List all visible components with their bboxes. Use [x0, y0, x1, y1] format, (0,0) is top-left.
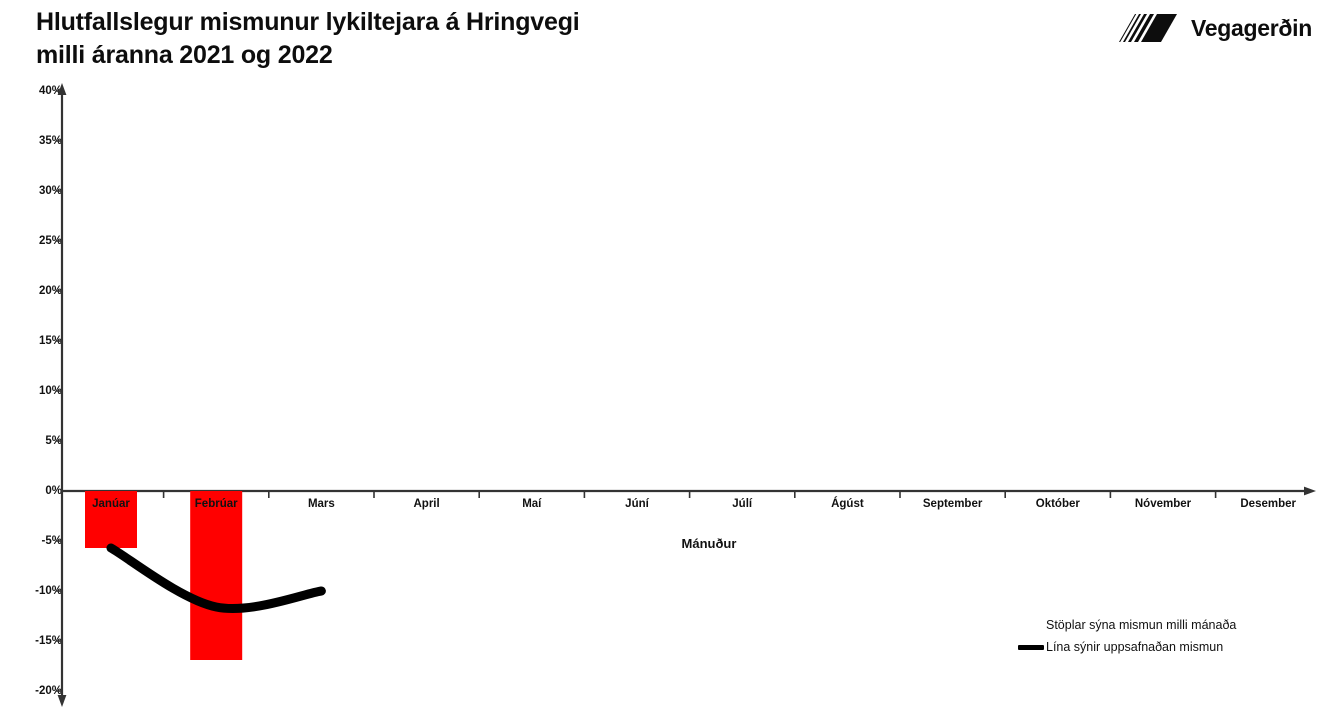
legend-item-line: Lína sýnir uppsafnaðan mismun [1018, 636, 1318, 658]
y-axis-tick-label: 25% [38, 235, 62, 247]
bar [190, 491, 243, 660]
legend-item-bars: Stöplar sýna mismun milli mánaða [1018, 614, 1318, 636]
brand-name: Vegagerðin [1191, 14, 1312, 41]
page-title: Hlutfallslegur mismunur lykiltejara á Hr… [36, 8, 580, 69]
bar-series [85, 491, 243, 660]
legend-swatch-bars [1018, 614, 1046, 636]
y-axis-tick-label: 35% [38, 135, 62, 147]
y-axis-tick-labels: 40% 35% 30% 25% 20% 15% 10% 5% 0% -5% -10% -15% -20% [0, 0, 62, 716]
y-axis-tick-label: 0% [45, 485, 62, 497]
x-axis-tick-label: Júlí [732, 498, 753, 510]
y-axis-tick-label: 10% [38, 385, 62, 397]
y-axis [56, 83, 67, 707]
legend-swatch-line [1018, 636, 1046, 658]
vegagerdin-logo-icon [1119, 14, 1177, 42]
y-axis-tick-label: 30% [38, 185, 62, 197]
x-axis-tick-label: Desember [1240, 498, 1296, 510]
x-axis-tick-label: April [413, 498, 440, 510]
x-axis-tick-label: Maí [522, 498, 542, 510]
y-axis-tick-label: 5% [45, 435, 62, 447]
x-axis-tick-label: Júní [625, 498, 649, 510]
x-axis-title: Mánuður [681, 536, 737, 551]
y-axis-tick-label: 20% [38, 285, 62, 297]
chart-legend: Stöplar sýna mismun milli mánaða Lína sý… [1018, 614, 1318, 658]
y-axis-tick-label: -5% [41, 535, 62, 547]
x-axis-tick-label: Janúar [92, 498, 130, 510]
y-axis-tick-label: -15% [35, 635, 62, 647]
x-axis [62, 486, 1316, 498]
legend-label-bars: Stöplar sýna mismun milli mánaða [1046, 618, 1237, 632]
y-axis-tick-label: -10% [35, 585, 62, 597]
x-axis-tick-label: Febrúar [194, 498, 238, 510]
bar [85, 491, 137, 548]
x-axis-tick-label: Ágúst [831, 498, 864, 510]
x-axis-tick-label: Mars [307, 498, 335, 510]
cumulative-line-series [106, 543, 326, 613]
legend-label-line: Lína sýnir uppsafnaðan mismun [1046, 640, 1224, 654]
y-axis-tick-label: 40% [38, 85, 62, 97]
y-axis-tick-label: 15% [38, 335, 62, 347]
x-axis-tick-label: Nóvember [1134, 498, 1192, 510]
x-axis-tick-label: Október [1035, 498, 1080, 510]
x-axis-tick-label: September [922, 498, 983, 510]
y-axis-tick-label: -20% [35, 685, 62, 697]
brand-logo-group: Vegagerðin [1119, 12, 1312, 44]
